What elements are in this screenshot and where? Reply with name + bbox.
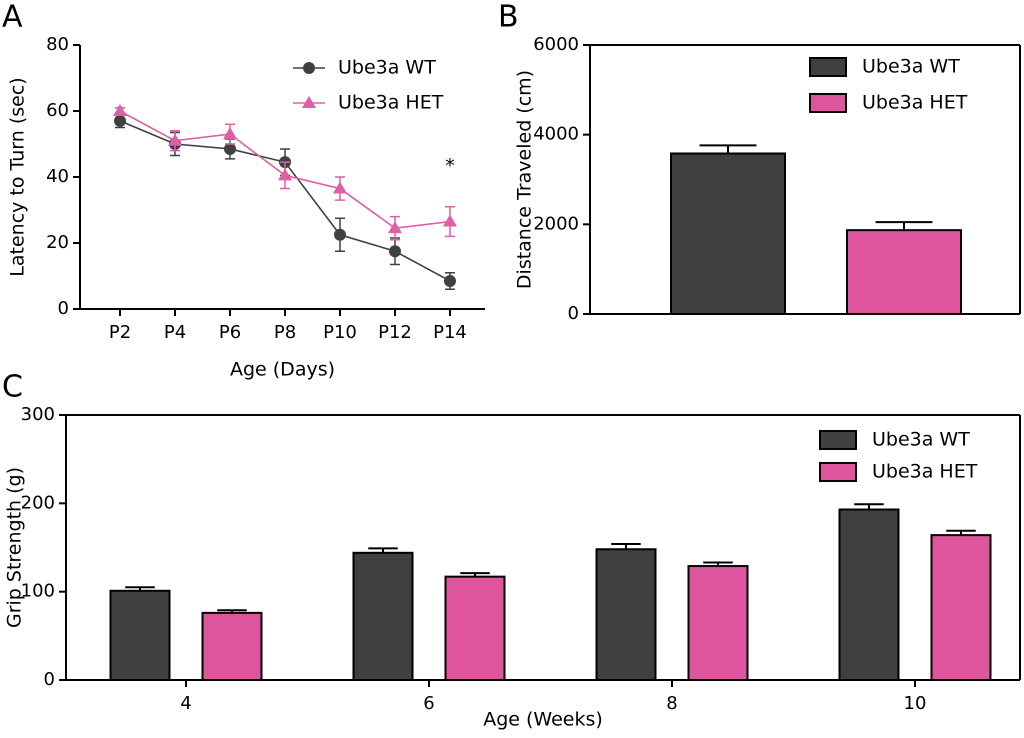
legend-marker — [303, 62, 315, 74]
y-tick-label: 6000 — [533, 34, 579, 55]
legend-label: Ube3a WT — [338, 57, 436, 79]
y-tick-label: 100 — [21, 581, 55, 602]
legend-label: Ube3a HET — [872, 461, 978, 483]
x-tick-label: 8 — [666, 693, 677, 714]
x-tick-label: P14 — [433, 322, 467, 343]
legend-label: Ube3a WT — [872, 429, 970, 451]
y-tick-label: 20 — [46, 232, 69, 253]
y-axis-label: Distance Traveled (cm) — [514, 70, 536, 289]
point — [223, 127, 237, 140]
x-tick-label: P12 — [378, 322, 412, 343]
bar — [670, 152, 786, 315]
legend-label: Ube3a HET — [862, 92, 968, 114]
point — [113, 104, 127, 116]
y-tick-label: 0 — [568, 303, 579, 324]
point — [278, 168, 292, 181]
x-tick-label: P4 — [164, 322, 186, 343]
bar — [930, 534, 992, 682]
bar — [846, 229, 962, 315]
x-tick-label: 4 — [180, 693, 191, 714]
y-tick-label: 300 — [21, 404, 55, 425]
point — [168, 133, 182, 146]
bar — [352, 551, 414, 681]
point — [444, 274, 456, 287]
legend-swatch — [809, 57, 847, 77]
x-axis-label: Age (Weeks) — [483, 709, 603, 731]
y-axis-label: Grip Strength (g) — [4, 467, 26, 628]
panel-label: C — [2, 370, 23, 405]
point — [443, 214, 457, 227]
bar — [838, 508, 900, 681]
point — [224, 142, 236, 155]
y-tick-label: 4000 — [533, 124, 579, 145]
y-tick-label: 0 — [44, 669, 55, 690]
y-tick-label: 200 — [21, 492, 55, 513]
legend-label: Ube3a WT — [862, 56, 960, 78]
error-bar — [875, 221, 933, 231]
legend-marker — [302, 96, 316, 108]
legend-swatch — [819, 430, 857, 450]
annotation: * — [445, 155, 455, 177]
bar — [109, 589, 171, 681]
y-tick-label: 2000 — [533, 213, 579, 234]
point — [388, 221, 402, 234]
y-tick-label: 80 — [46, 34, 69, 55]
y-tick-label: 40 — [46, 166, 69, 187]
x-tick-label: P2 — [109, 322, 131, 343]
legend-swatch — [809, 93, 847, 113]
x-axis-label: Age (Days) — [230, 359, 335, 381]
bar — [201, 611, 263, 681]
panel-label: B — [498, 0, 519, 35]
x-tick-label: 10 — [904, 693, 927, 714]
x-tick-label: P10 — [323, 322, 357, 343]
x-tick-label: P8 — [274, 322, 296, 343]
bar — [687, 565, 749, 681]
y-tick-label: 0 — [58, 298, 69, 319]
error-bar — [699, 144, 757, 154]
point — [389, 245, 401, 258]
x-tick-label: 6 — [423, 693, 434, 714]
panel-label: A — [2, 0, 23, 35]
y-axis-label: Latency to Turn (sec) — [7, 77, 29, 276]
bar — [595, 548, 657, 681]
bar — [444, 575, 506, 682]
y-tick-label: 60 — [46, 100, 69, 121]
x-tick-label: P6 — [219, 322, 241, 343]
point — [334, 228, 346, 241]
legend-label: Ube3a HET — [338, 92, 444, 114]
legend-swatch — [819, 462, 857, 482]
point — [114, 114, 126, 127]
point — [333, 181, 347, 194]
